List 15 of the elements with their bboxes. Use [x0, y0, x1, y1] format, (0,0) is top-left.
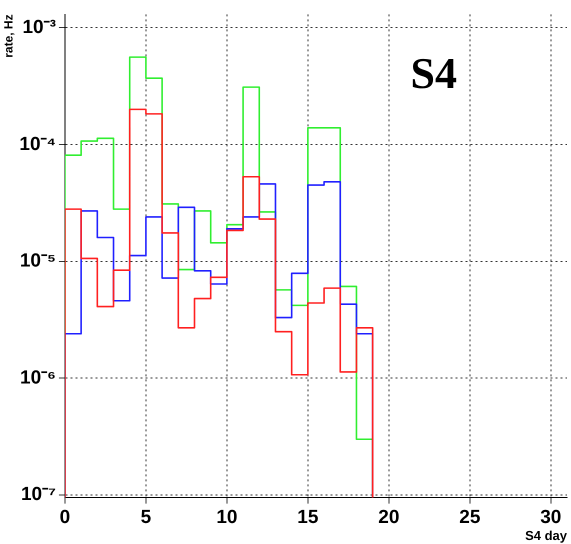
annotation: S4 [410, 48, 457, 98]
y-tick-label: 10⁻⁴ [19, 134, 56, 155]
y-tick-label: 10⁻³ [22, 16, 56, 38]
x-axis-title: S4 day [525, 528, 568, 543]
y-tick-label: 10⁻⁷ [20, 484, 56, 506]
x-tick-label: 15 [297, 507, 319, 528]
x-tick-label: 25 [459, 507, 481, 528]
y-tick-label: 10⁻⁵ [20, 250, 56, 272]
x-tick-label: 0 [60, 507, 70, 528]
x-tick-label: 5 [140, 507, 152, 528]
x-tick-label: 30 [540, 507, 562, 528]
x-tick-label: 20 [378, 507, 400, 528]
y-tick-label: 10⁻⁶ [20, 367, 56, 388]
y-axis-title: rate, Hz [2, 14, 16, 58]
x-tick-label: 10 [216, 507, 238, 528]
